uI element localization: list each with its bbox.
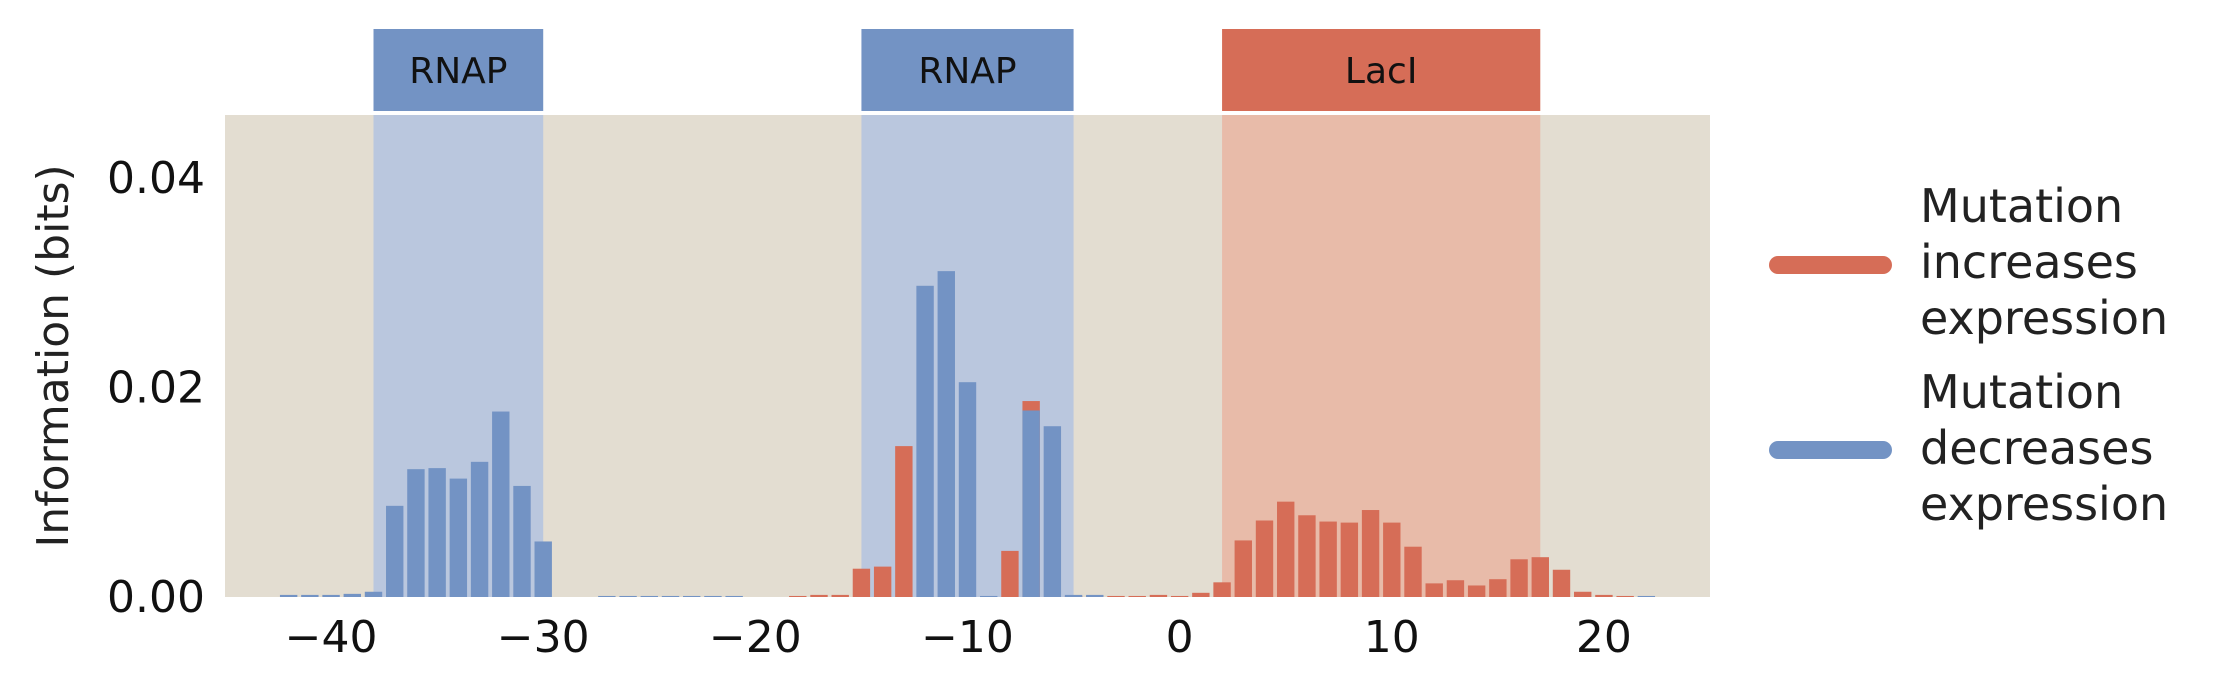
bar-increases-pos--1	[1149, 594, 1168, 597]
x-tick-label: 0	[1166, 612, 1194, 663]
bar-decreases-pos--36	[407, 469, 425, 597]
bar-increases-pos-11	[1404, 546, 1422, 597]
bar-increases-pos-6	[1298, 515, 1316, 597]
legend-item-increases: Mutation increases expression	[1769, 179, 2168, 345]
bar-increases-pos--16	[831, 594, 849, 597]
bar-decreases-pos--11	[937, 271, 955, 597]
region-header-rnap-0	[373, 29, 544, 111]
bar-increases-pos-15	[1489, 579, 1507, 597]
bar-decreases-pos--42	[279, 594, 298, 597]
bar-increases-pos-9	[1361, 510, 1380, 597]
bar-increases-pos--14	[873, 566, 892, 597]
bar-decreases-pos--30	[534, 541, 552, 597]
x-tick-label: −20	[709, 612, 802, 663]
region-label-rnap-1: RNAP	[918, 51, 1016, 92]
bar-increases-pos-8	[1340, 522, 1359, 597]
bar-increases-pos-13	[1446, 580, 1465, 597]
region-band-laci-2	[1222, 115, 1541, 597]
legend-line-3: expression	[1920, 291, 2168, 345]
legend: Mutation increases expression Mutation d…	[1769, 179, 2168, 531]
bar-decreases-pos--6	[1043, 426, 1062, 597]
bar-decreases-pos--9	[980, 595, 998, 597]
bar-increases-pos--17	[810, 594, 828, 597]
bar-increases-pos-7	[1319, 521, 1337, 597]
bar-decreases-pos--31	[513, 485, 531, 597]
bar-decreases-pos--41	[301, 594, 319, 597]
bar-decreases-pos--22	[704, 595, 722, 597]
bar-decreases-pos--21	[725, 595, 743, 597]
bar-decreases-pos--33	[470, 461, 489, 597]
bar-increases-pos-18	[1552, 569, 1571, 597]
x-tick-label: 10	[1364, 612, 1420, 663]
bar-decreases-pos--37	[386, 505, 404, 597]
x-tick-labels: −40 −30 −20 −10 0 10 20	[285, 612, 1632, 663]
bar-decreases-pos--7	[1022, 410, 1040, 597]
y-axis-title: Information (bits)	[28, 164, 79, 547]
bar-increases-pos-1	[1192, 592, 1210, 597]
y-tick-label: 0.00	[107, 572, 205, 623]
bar-increases-pos-19	[1574, 591, 1592, 597]
bar-increases-pos-3	[1234, 540, 1252, 597]
y-tick-label: 0.04	[107, 153, 205, 204]
bar-decreases-pos--5	[1064, 594, 1083, 597]
bar-decreases-pos--23	[683, 595, 701, 597]
bar-decreases-pos--32	[492, 411, 510, 597]
bar-decreases-pos--10	[958, 382, 977, 597]
bar-layer	[279, 271, 1656, 597]
bar-increases-pos--13	[895, 446, 913, 597]
y-tick-label: 0.02	[107, 362, 205, 413]
legend-item-decreases: Mutation decreases expression	[1769, 365, 2168, 531]
bar-increases-pos-14	[1467, 585, 1486, 597]
legend-line-1: Mutation	[1920, 179, 2123, 233]
legend-line-1: Mutation	[1920, 365, 2123, 419]
bar-decreases-pos--26	[619, 595, 637, 597]
region-label-laci-2: LacI	[1345, 51, 1418, 92]
bar-increases-pos-0	[1170, 595, 1189, 597]
bar-increases-pos-20	[1595, 594, 1613, 597]
bar-decreases-pos--4	[1086, 594, 1104, 597]
bar-decreases-pos--12	[916, 285, 934, 597]
legend-line-3: expression	[1920, 477, 2168, 531]
x-tick-label: 20	[1576, 612, 1632, 663]
bar-decreases-pos--40	[322, 594, 340, 597]
bar-increases-pos-4	[1255, 520, 1274, 597]
legend-line-2: decreases	[1920, 421, 2153, 475]
bar-increases-pos--2	[1128, 595, 1146, 597]
region-header-rnap-1	[861, 29, 1074, 111]
bar-increases-pos-2	[1213, 582, 1231, 597]
bar-decreases-pos--38	[364, 591, 383, 597]
bar-increases-pos-16	[1510, 559, 1528, 597]
bar-increases-pos-5	[1277, 501, 1295, 597]
bar-increases-pos--8	[1001, 550, 1019, 597]
bar-decreases-pos-22	[1637, 595, 1656, 597]
bar-decreases-pos--27	[598, 595, 616, 597]
bar-increases-pos-12	[1425, 583, 1443, 597]
bar-increases-pos--15	[852, 568, 871, 597]
x-tick-label: −30	[497, 612, 590, 663]
legend-line-2: increases	[1920, 235, 2138, 289]
y-tick-labels: 0.00 0.02 0.04	[107, 153, 205, 623]
bar-decreases-pos--35	[428, 468, 446, 597]
bar-increases-pos-21	[1616, 595, 1634, 597]
bar-increases-pos--3	[1107, 595, 1125, 597]
bar-increases-pos--18	[789, 595, 807, 597]
region-label-rnap-0: RNAP	[409, 51, 507, 92]
bar-decreases-pos--34	[449, 478, 468, 597]
bar-increases-pos-10	[1383, 522, 1401, 597]
bar-increases-pos-17	[1531, 557, 1549, 597]
x-tick-label: −40	[285, 612, 378, 663]
bar-decreases-pos--24	[661, 595, 680, 597]
x-tick-label: −10	[921, 612, 1014, 663]
bar-decreases-pos--25	[640, 595, 658, 597]
region-header-laci-2	[1222, 29, 1541, 111]
bar-decreases-pos--39	[343, 593, 361, 597]
